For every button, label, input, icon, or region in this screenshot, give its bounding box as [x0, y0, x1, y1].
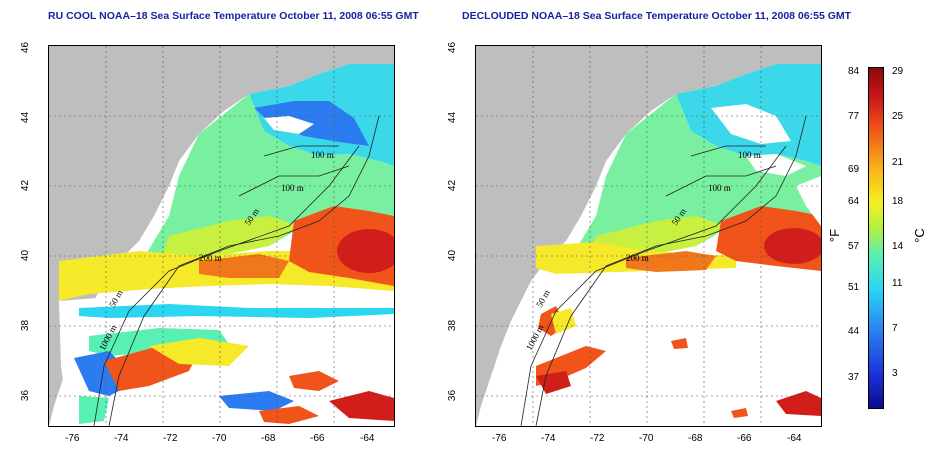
- y-tick: 46: [20, 41, 32, 54]
- y-tick: 40: [20, 249, 32, 262]
- x-tick: -74: [541, 433, 556, 444]
- x-tick: -64: [787, 433, 802, 444]
- x-tick: -68: [688, 433, 703, 444]
- panel-1-title: RU COOL NOAA–18 Sea Surface Temperature …: [48, 10, 419, 22]
- fahrenheit-tick: 69: [848, 164, 860, 175]
- contour-label: 1000 m: [524, 323, 546, 352]
- x-tick: -66: [310, 433, 325, 444]
- y-tick: 46: [447, 41, 459, 54]
- celsius-tick: 14: [892, 241, 904, 252]
- contour-label: 100 m: [281, 183, 304, 193]
- y-tick: 36: [20, 389, 32, 402]
- panel-2-title: DECLOUDED NOAA–18 Sea Surface Temperatur…: [462, 10, 852, 22]
- fahrenheit-tick: 84: [848, 66, 860, 77]
- y-tick: 42: [20, 179, 32, 192]
- sst-map-declouded: 100 m 100 m 50 m 200 m 50 m 1000 m: [475, 45, 822, 427]
- fahrenheit-tick: 57: [848, 241, 860, 252]
- y-tick: 42: [447, 179, 459, 192]
- y-tick: 40: [447, 249, 459, 262]
- x-tick: -68: [261, 433, 276, 444]
- celsius-tick: 21: [892, 157, 904, 168]
- contour-label: 100 m: [311, 150, 334, 160]
- land-mass: [49, 46, 394, 426]
- temperature-colorbar: [868, 67, 884, 409]
- x-tick: -66: [737, 433, 752, 444]
- contour-label: 50 m: [534, 288, 552, 309]
- fahrenheit-tick: 44: [848, 326, 860, 337]
- contour-label: 200 m: [199, 253, 222, 263]
- land-mass: [476, 46, 821, 426]
- x-tick: -64: [360, 433, 375, 444]
- shelf-water: [566, 94, 821, 266]
- y-tick: 44: [447, 111, 459, 124]
- celsius-tick: 11: [892, 278, 903, 289]
- x-tick: -76: [65, 433, 80, 444]
- y-tick: 38: [447, 319, 459, 332]
- sst-map-declouded-image: 100 m 100 m 50 m 200 m 50 m 1000 m: [476, 46, 821, 426]
- x-tick: -72: [163, 433, 178, 444]
- y-tick: 44: [20, 111, 32, 124]
- celsius-tick: 18: [892, 196, 904, 207]
- celsius-tick: 3: [892, 368, 898, 379]
- fahrenheit-tick: 51: [848, 282, 860, 293]
- x-tick: -70: [212, 433, 227, 444]
- y-tick: 36: [447, 389, 459, 402]
- sst-map-raw: 100 m 100 m 50 m 200 m 50 m 1000 m: [48, 45, 395, 427]
- x-tick: -76: [492, 433, 507, 444]
- fahrenheit-tick: 77: [848, 111, 860, 122]
- fahrenheit-tick: 37: [848, 372, 860, 383]
- contour-label: 100 m: [738, 150, 761, 160]
- x-tick: -70: [639, 433, 654, 444]
- shelf-water: [139, 94, 394, 266]
- x-tick: -72: [590, 433, 605, 444]
- celsius-tick: 7: [892, 323, 898, 334]
- fahrenheit-unit-label: °F: [827, 228, 843, 243]
- y-tick: 38: [20, 319, 32, 332]
- contour-label: 100 m: [708, 183, 731, 193]
- sst-map-raw-image: 100 m 100 m 50 m 200 m 50 m 1000 m: [49, 46, 394, 426]
- x-tick: -74: [114, 433, 129, 444]
- celsius-unit-label: °C: [911, 228, 927, 243]
- fahrenheit-tick: 64: [848, 196, 860, 207]
- contour-label: 200 m: [626, 253, 649, 263]
- celsius-tick: 25: [892, 111, 904, 122]
- celsius-tick: 29: [892, 66, 904, 77]
